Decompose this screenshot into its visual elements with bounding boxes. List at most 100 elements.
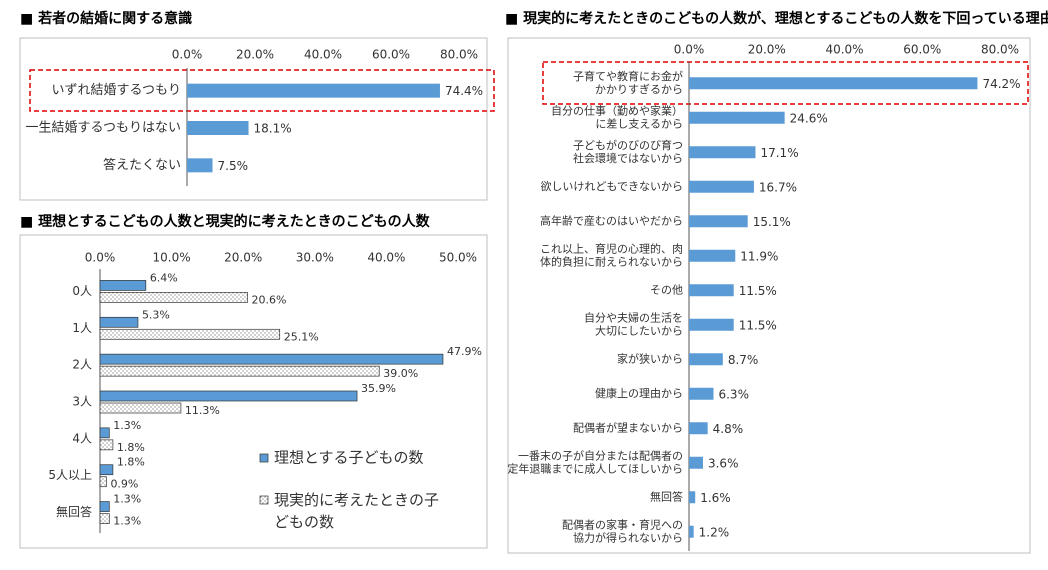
bar <box>689 77 978 90</box>
value-label: 1.8% <box>117 456 145 469</box>
bar <box>187 121 249 135</box>
panel <box>507 37 1031 554</box>
bar <box>689 318 734 331</box>
x-tick-label: 60.0% <box>903 43 941 57</box>
bar <box>689 353 723 366</box>
value-label: 8.7% <box>728 353 759 367</box>
value-label: 0.9% <box>110 478 138 491</box>
y-tick-label: 配偶者が望まないから <box>573 420 683 434</box>
y-tick-label: 0人 <box>72 284 92 298</box>
y-tick-label: 一生結婚するつもりはない <box>26 121 181 136</box>
value-label: 1.8% <box>117 441 145 454</box>
bar <box>187 158 213 173</box>
value-label: 1.2% <box>699 525 730 539</box>
bar <box>689 111 785 124</box>
panel <box>19 37 488 201</box>
value-label: 4.8% <box>713 422 744 436</box>
bar <box>99 328 281 340</box>
value-label: 24.6% <box>790 111 828 125</box>
bar <box>99 439 114 451</box>
y-tick-label: 2人 <box>72 358 92 372</box>
x-tick-label: 0.0% <box>674 43 705 57</box>
highlight-box <box>29 69 495 112</box>
value-label: 15.1% <box>753 215 791 229</box>
y-tick-label: その他 <box>650 283 683 296</box>
bar <box>689 456 703 469</box>
bar <box>689 422 708 435</box>
y-tick-label: 無回答 <box>56 504 92 519</box>
value-label: 1.3% <box>113 493 141 506</box>
bar <box>99 365 380 377</box>
y-tick-label: これ以上、育児の心理的、肉体的負担に耐えられないから <box>540 241 683 268</box>
y-tick-label: 3人 <box>72 395 92 409</box>
bar <box>689 284 734 297</box>
chart-title: ■ 理想とするこどもの人数と現実的に考えたときのこどもの人数 <box>20 213 431 230</box>
x-tick-label: 40.0% <box>825 43 863 57</box>
highlight-box <box>542 61 1029 105</box>
bar <box>689 146 756 159</box>
value-label: 39.0% <box>383 367 418 380</box>
value-label: 7.5% <box>218 159 249 173</box>
y-tick-label: 無回答 <box>650 489 683 503</box>
value-label: 18.1% <box>254 122 292 136</box>
x-tick-label: 80.0% <box>981 43 1019 57</box>
value-label: 1.3% <box>113 515 141 528</box>
bar <box>99 316 139 328</box>
value-label: 5.3% <box>142 308 170 321</box>
x-tick-label: 20.0% <box>236 48 274 62</box>
x-tick-label: 80.0% <box>440 48 478 62</box>
x-tick-label: 30.0% <box>296 251 334 265</box>
value-label: 20.6% <box>251 293 286 306</box>
bar <box>99 390 358 402</box>
x-tick-label: 20.0% <box>748 43 786 57</box>
bar <box>689 491 696 504</box>
y-tick-label: 自分や夫婦の生活を大切にしたいから <box>584 310 683 337</box>
legend-swatch <box>259 495 269 505</box>
x-tick-label: 40.0% <box>367 251 405 265</box>
x-tick-label: 60.0% <box>372 48 410 62</box>
bar <box>689 525 694 538</box>
y-tick-label: 健康上の理由から <box>595 386 683 400</box>
value-label: 1.6% <box>700 491 731 505</box>
y-tick-label: 答えたくない <box>103 157 181 173</box>
value-label: 47.9% <box>447 345 482 358</box>
chart-title: ■ 現実的に考えたときのこどもの人数が、理想とするこどもの人数を下回っている理由 <box>505 10 1048 27</box>
value-label: 11.5% <box>739 284 777 298</box>
value-label: 35.9% <box>361 382 396 395</box>
value-label: 6.4% <box>150 271 178 284</box>
value-label: 11.3% <box>185 404 220 417</box>
bar <box>99 427 110 439</box>
bar <box>99 476 107 488</box>
value-label: 1.3% <box>113 419 141 432</box>
bar <box>689 249 736 262</box>
bar <box>689 180 754 193</box>
y-tick-label: 子育てや教育にお金がかかりすぎるから <box>573 69 683 96</box>
y-tick-label: いずれ結婚するつもり <box>52 83 181 98</box>
legend-swatch <box>259 453 269 463</box>
bar <box>99 501 110 512</box>
y-tick-label: 4人 <box>72 431 92 445</box>
y-tick-label: 子どもがのびのび育つ社会環境ではないから <box>573 138 683 165</box>
x-tick-label: 20.0% <box>224 251 262 265</box>
x-tick-label: 40.0% <box>304 48 342 62</box>
y-tick-label: 家が狭いから <box>617 351 683 365</box>
value-label: 25.1% <box>284 330 319 343</box>
y-tick-label: 自分の仕事（勤めや家業）に差し支えるから <box>551 103 683 130</box>
y-tick-label: 5人以上 <box>48 468 92 482</box>
value-label: 11.5% <box>739 318 777 332</box>
chart-title: ■ 若者の結婚に関する意識 <box>20 10 192 27</box>
bar <box>99 353 444 365</box>
x-tick-label: 50.0% <box>439 251 477 265</box>
x-tick-label: 0.0% <box>85 251 116 265</box>
value-label: 11.9% <box>740 249 778 263</box>
x-tick-label: 0.0% <box>172 48 203 62</box>
bar <box>99 292 248 303</box>
y-tick-label: 配偶者の家事・育児への協力が得られないから <box>562 517 683 544</box>
y-tick-label: 1人 <box>72 321 92 335</box>
value-label: 6.3% <box>718 387 749 401</box>
y-tick-label: 一番末の子が自分または配偶者の定年退職までに成人してほしいから <box>507 448 683 475</box>
y-tick-label: 高年齢で産むのはいやだから <box>540 213 683 227</box>
y-tick-label: 欲しいけれどもできないから <box>540 179 683 193</box>
x-tick-label: 10.0% <box>153 251 191 265</box>
